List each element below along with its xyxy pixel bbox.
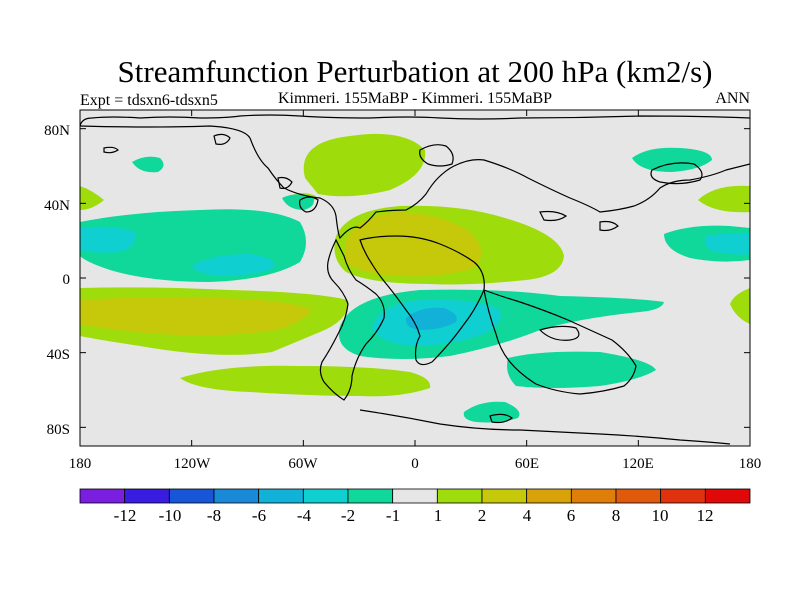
colorbar-labels: -12 -10 -8 -6 -4 -2 -1 1 2 4 6 8 10 12: [114, 506, 714, 525]
contour-region-blue: [405, 307, 457, 330]
colorbar-box: [258, 488, 304, 504]
colorbar-label: -8: [207, 506, 221, 525]
coastline: [489, 413, 514, 424]
y-axis: 80N 40N 0 40S 80S: [44, 123, 70, 438]
colorbar-label: 12: [697, 506, 714, 525]
x-tick-label: 0: [411, 456, 419, 472]
coastline: [359, 235, 485, 366]
contour-region-cyan: [704, 233, 750, 255]
coastline: [539, 210, 568, 222]
x-axis: 180 120W 60W 0 60E 120E 180: [69, 456, 762, 472]
x-tick-label: 120E: [622, 456, 654, 472]
colorbar-label: 6: [567, 506, 576, 525]
contour-region-yellow: [346, 212, 482, 277]
x-tick-label: 120W: [174, 456, 212, 472]
colorbar-box: [302, 488, 349, 504]
contour-region-green: [180, 365, 431, 397]
colorbar-box: [124, 488, 170, 504]
contour-region-teal: [282, 194, 314, 210]
colorbar-label: 10: [652, 506, 669, 525]
coastline: [538, 325, 580, 341]
contour-region-teal: [132, 156, 164, 173]
y-tick-label: 0: [63, 272, 71, 288]
colorbar-box: [704, 488, 751, 504]
coastline: [277, 176, 293, 189]
axis-ticks: [79, 110, 751, 446]
colorbar-box: [615, 488, 662, 504]
contour-region-cyan: [192, 254, 275, 276]
coastline: [650, 162, 703, 185]
coastline: [419, 144, 454, 167]
colorbar-box: [79, 488, 126, 504]
colorbar-box: [213, 488, 260, 504]
figure-title: Streamfunction Perturbation at 200 hPa (…: [118, 54, 713, 89]
colorbar-label: -2: [341, 506, 355, 525]
contour-region-yellow: [80, 297, 312, 336]
coastline: [80, 114, 750, 127]
left-subtitle: Expt = tdsxn6-tdsxn5: [80, 92, 218, 109]
contour-region-green: [730, 288, 750, 324]
coastline: [483, 289, 637, 395]
colorbar-label: 2: [478, 506, 487, 525]
coastline: [213, 133, 231, 145]
colorbar-label: -1: [386, 506, 400, 525]
coastline: [359, 409, 731, 445]
colorbar-box: [481, 488, 528, 504]
colorbar-box: [436, 488, 483, 504]
x-tick-label: 180: [739, 456, 762, 472]
x-tick-label: 60W: [288, 456, 318, 472]
contour-region-teal: [463, 401, 520, 423]
contour-region-cyan: [80, 226, 137, 253]
contour-region-green: [698, 185, 750, 213]
center-subtitle: Kimmeri. 155MaBP - Kimmeri. 155MaBP: [278, 90, 552, 107]
coastlines: [80, 114, 750, 445]
y-tick-label: 80N: [44, 123, 70, 139]
contour-region-teal: [507, 351, 656, 388]
colorbar-label: 1: [434, 506, 443, 525]
coastline: [299, 196, 319, 213]
coastline: [599, 220, 619, 232]
colorbar-box: [347, 488, 394, 504]
y-tick-label: 40S: [47, 347, 70, 363]
colorbar-label: 8: [612, 506, 621, 525]
colorbar: [79, 488, 751, 504]
contour-fills: [80, 133, 750, 423]
y-tick-label: 40N: [44, 198, 70, 214]
map-panel: [80, 110, 750, 446]
coastline: [80, 125, 750, 240]
colorbar-box: [168, 488, 215, 504]
colorbar-label: -6: [252, 506, 266, 525]
contour-region-green: [303, 133, 426, 197]
colorbar-box: [392, 488, 438, 504]
colorbar-box: [660, 488, 706, 504]
colorbar-box: [570, 488, 617, 504]
coastline: [319, 238, 385, 401]
colorbar-label: -4: [297, 506, 312, 525]
x-tick-label: 60E: [515, 456, 539, 472]
colorbar-label: -10: [159, 506, 182, 525]
colorbar-box: [526, 488, 572, 504]
y-tick-label: 80S: [47, 422, 70, 438]
colorbar-label: 4: [523, 506, 532, 525]
colorbar-label: -12: [114, 506, 137, 525]
coastline: [103, 146, 119, 154]
x-tick-label: 180: [69, 456, 92, 472]
right-subtitle: ANN: [715, 90, 750, 107]
contour-region-green: [80, 186, 104, 210]
contour-region-teal: [632, 147, 712, 172]
